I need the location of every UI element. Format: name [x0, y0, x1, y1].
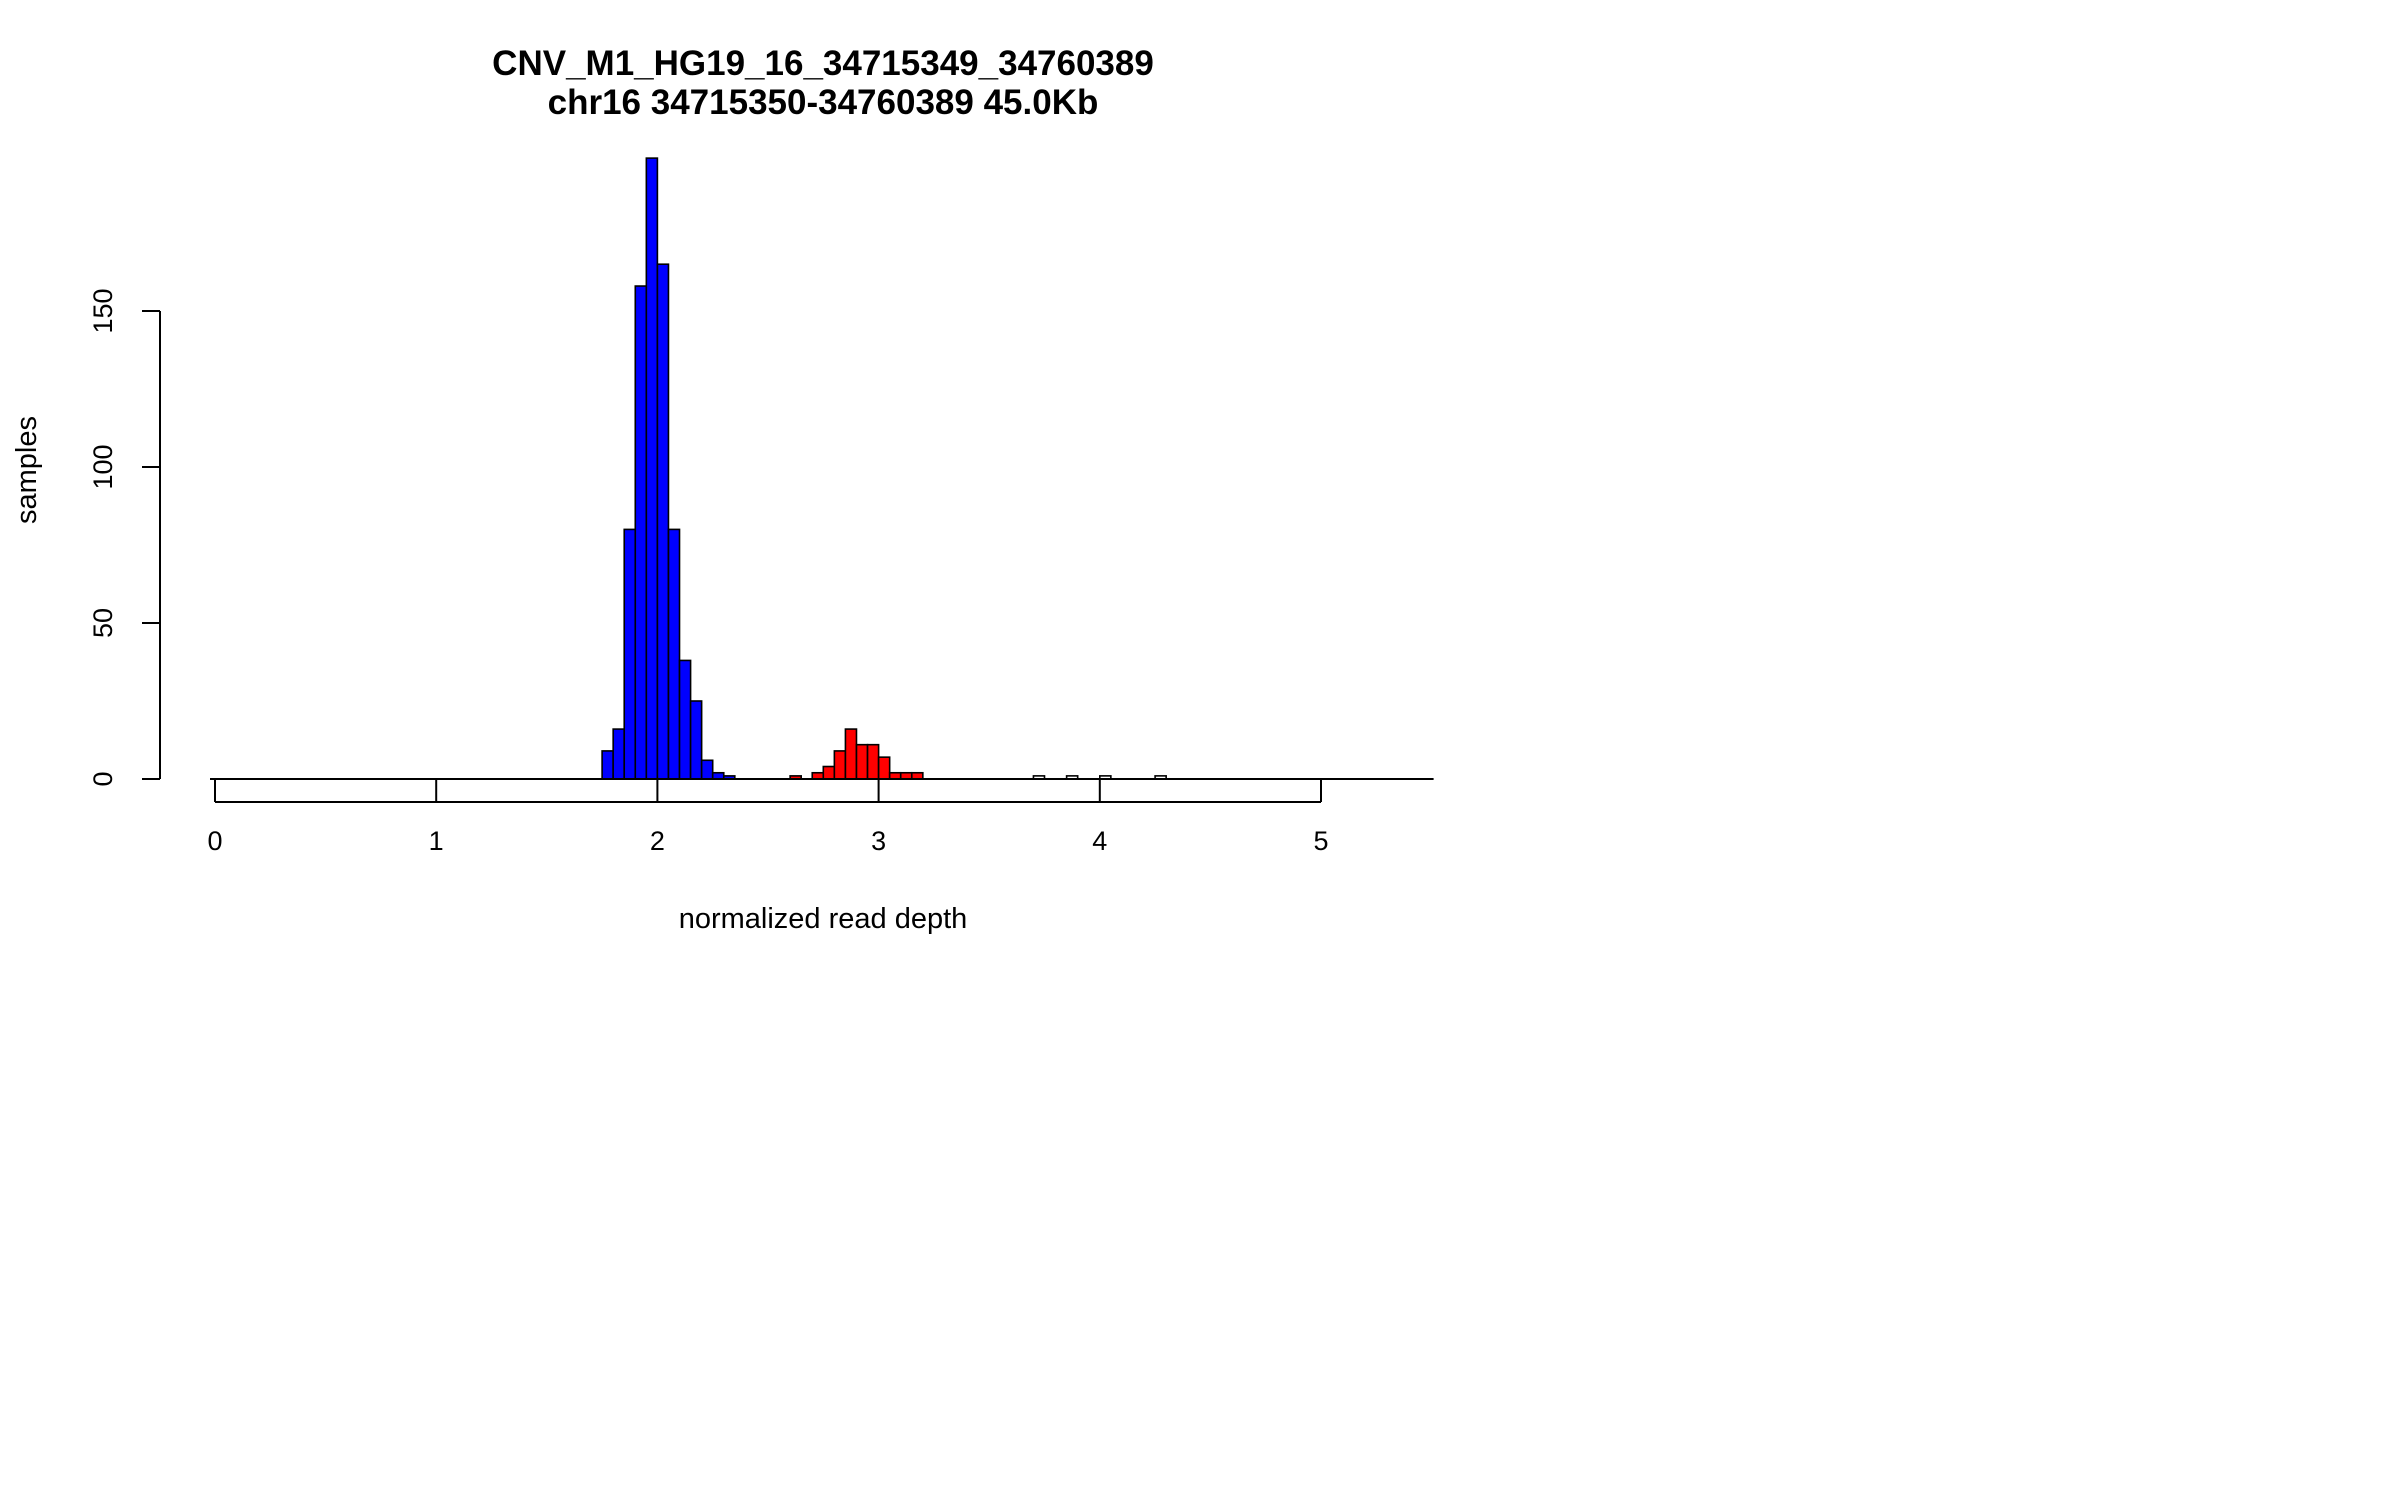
chart-subtitle: chr16 34715350-34760389 45.0Kb [548, 83, 1099, 122]
y-tick-label: 0 [88, 771, 118, 786]
histogram-bars [601, 157, 1167, 780]
histogram-bar [612, 728, 626, 780]
x-tick-label: 3 [871, 826, 886, 856]
chart-title: CNV_M1_HG19_16_34715349_34760389 [492, 44, 1154, 83]
x-tick-label: 0 [207, 826, 222, 856]
histogram-bar [623, 528, 637, 780]
x-axis-label: normalized read depth [679, 903, 968, 935]
histogram-chart: CNV_M1_HG19_16_34715349_34760389 chr16 3… [11, 44, 1434, 935]
histogram-bar [689, 700, 703, 780]
x-tick-label: 2 [650, 826, 665, 856]
histogram-bar [667, 528, 681, 780]
histogram-bar [844, 728, 858, 780]
histogram-bar [855, 743, 869, 780]
histogram-bar [877, 756, 891, 780]
y-axis: 0 50 100 150 [88, 288, 161, 787]
x-tick-label: 5 [1313, 826, 1328, 856]
histogram-bar [866, 743, 880, 780]
x-axis: 0 1 2 3 4 5 [207, 780, 1329, 856]
histogram-bar [656, 263, 670, 780]
histogram-bar [601, 750, 614, 780]
y-tick-label: 150 [88, 288, 118, 333]
histogram-bar [822, 765, 836, 780]
histogram-bar [645, 157, 659, 780]
y-tick-label: 100 [88, 444, 118, 489]
histogram-bar [634, 285, 648, 780]
x-tick-label: 1 [429, 826, 444, 856]
y-axis-label: samples [11, 416, 43, 524]
histogram-bar [833, 750, 847, 780]
y-tick-label: 50 [88, 608, 118, 638]
x-tick-label: 4 [1092, 826, 1107, 856]
histogram-bar [678, 659, 692, 780]
histogram-bar [700, 759, 714, 780]
